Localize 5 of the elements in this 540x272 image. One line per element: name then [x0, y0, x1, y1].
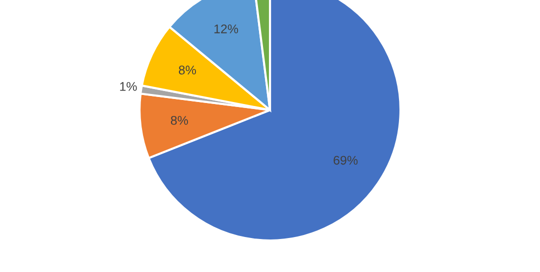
data-label: 69% [334, 156, 358, 165]
data-label: 8% [178, 66, 196, 74]
data-label: 12% [214, 24, 238, 34]
data-label: 1% [120, 82, 137, 91]
data-label: 8% [170, 116, 188, 125]
